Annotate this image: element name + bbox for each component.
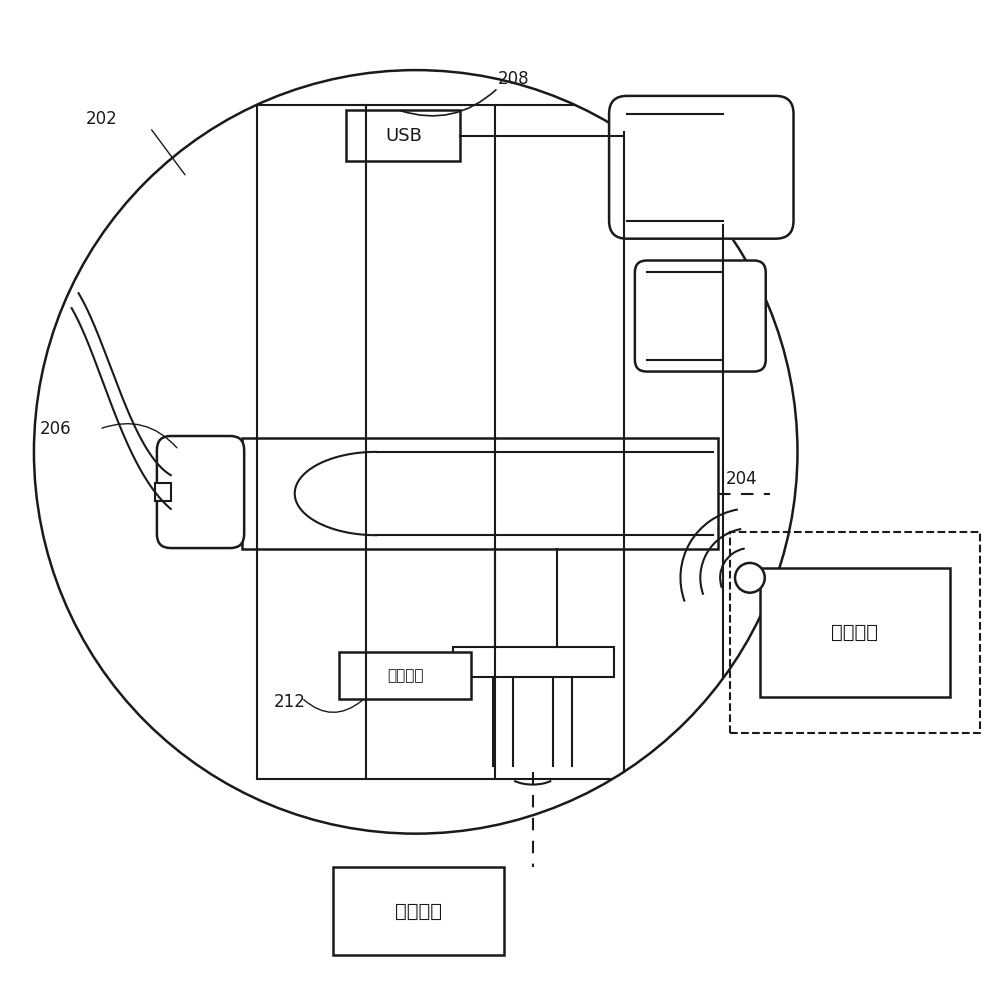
Text: 206: 206 bbox=[40, 420, 72, 438]
Text: 202: 202 bbox=[86, 109, 117, 128]
FancyBboxPatch shape bbox=[609, 96, 794, 238]
Text: 第二内容: 第二内容 bbox=[831, 623, 878, 641]
Bar bbox=[346, 110, 460, 161]
Text: 212: 212 bbox=[274, 693, 306, 711]
Bar bbox=[613, 125, 635, 146]
Text: 204: 204 bbox=[726, 470, 758, 488]
Text: USB: USB bbox=[385, 126, 422, 145]
Text: 208: 208 bbox=[498, 70, 530, 88]
Bar bbox=[453, 647, 614, 677]
Bar bbox=[242, 438, 718, 549]
Bar bbox=[339, 652, 471, 699]
Bar bbox=[730, 532, 980, 733]
Bar bbox=[760, 568, 950, 697]
FancyBboxPatch shape bbox=[157, 436, 244, 548]
FancyBboxPatch shape bbox=[635, 260, 766, 371]
Bar bbox=[155, 484, 171, 500]
Text: 第一内容: 第一内容 bbox=[395, 902, 442, 921]
Bar bbox=[333, 867, 504, 954]
Text: 电缆输入: 电缆输入 bbox=[387, 668, 424, 683]
Circle shape bbox=[735, 563, 765, 593]
